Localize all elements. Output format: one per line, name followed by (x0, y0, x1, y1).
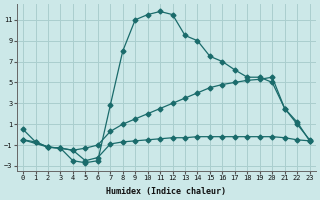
X-axis label: Humidex (Indice chaleur): Humidex (Indice chaleur) (106, 187, 226, 196)
